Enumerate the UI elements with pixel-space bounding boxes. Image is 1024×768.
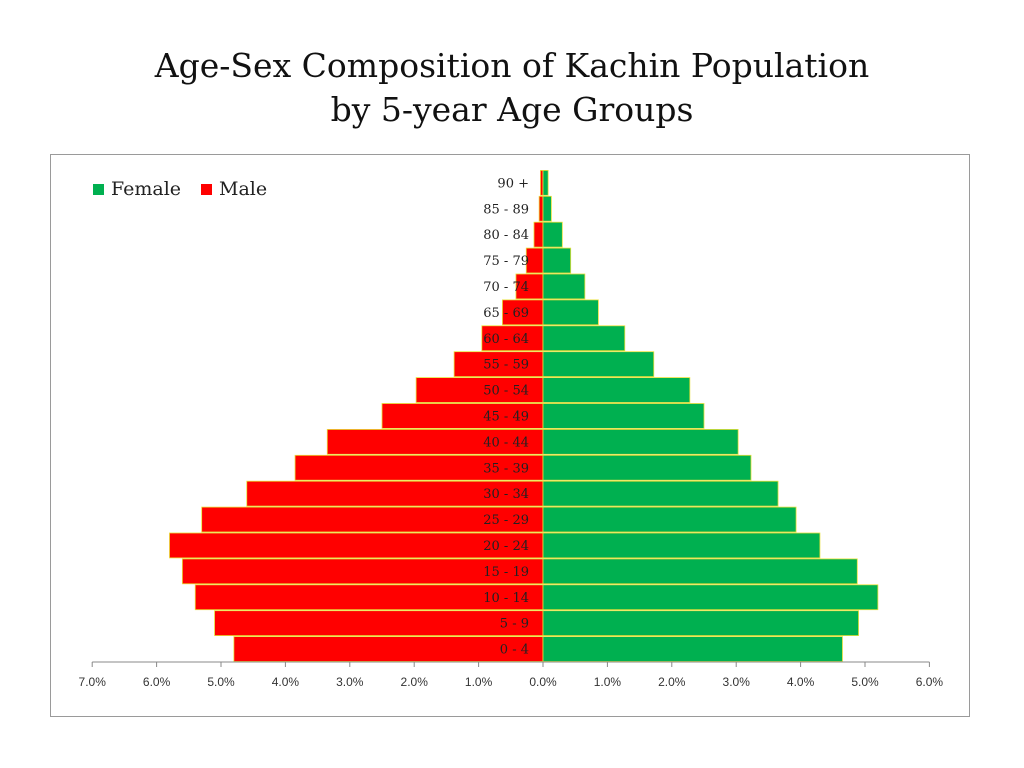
bar-male-60-64	[481, 325, 544, 352]
age-label: 20 - 24	[483, 539, 529, 554]
age-label: 30 - 34	[483, 487, 529, 502]
bar-male-55-59	[453, 351, 544, 378]
age-label: 15 - 19	[483, 565, 529, 580]
chart-title: Age-Sex Composition of Kachin Population…	[0, 44, 1024, 132]
bar-female-5-9	[542, 610, 859, 637]
bar-female-60-64	[542, 325, 626, 352]
bar-female-50-54	[542, 377, 691, 403]
x-tick-label: 0.0%	[529, 675, 557, 689]
bar-male-0-4	[233, 636, 544, 662]
bar-female-45-49	[542, 403, 705, 429]
bars-group	[169, 169, 879, 662]
age-label: 40 - 44	[483, 435, 529, 450]
bar-female-90plus	[542, 169, 549, 196]
age-label: 65 - 69	[483, 306, 529, 321]
age-label: 75 - 79	[483, 254, 529, 269]
age-label: 45 - 49	[483, 409, 529, 424]
age-label: 25 - 29	[483, 513, 529, 528]
bar-male-15-19	[181, 558, 544, 585]
legend-label-male: Male	[219, 178, 267, 200]
bar-female-55-59	[542, 351, 655, 378]
bar-male-5-9	[214, 610, 544, 637]
x-tick-label: 3.0%	[336, 675, 364, 689]
chart-title-line-2: by 5-year Age Groups	[330, 90, 694, 129]
x-tick-label: 5.0%	[207, 675, 235, 689]
age-label: 70 - 74	[483, 280, 529, 295]
x-axis: 7.0% 6.0% 5.0% 4.0% 3.0% 2.0% 1.0% 0.0% 1.0% 2.0%…	[79, 661, 944, 689]
age-label: 5 - 9	[500, 617, 529, 632]
bar-female-10-14	[542, 584, 879, 611]
age-label: 90 +	[497, 176, 529, 191]
bar-female-80-84	[542, 221, 563, 248]
bar-female-85-89	[542, 195, 552, 222]
bar-male-25-29	[201, 506, 544, 533]
x-tick-label: 6.0%	[916, 675, 944, 689]
bar-female-70-74	[542, 273, 586, 300]
age-group-labels: 0 - 4 5 - 9 10 - 14 15 - 19 20 - 24 25 - 29 30…	[483, 176, 529, 657]
bar-male-10-14	[194, 584, 544, 611]
bar-female-20-24	[542, 532, 821, 559]
bar-male-65-69	[502, 299, 544, 326]
x-tick-label: 1.0%	[465, 675, 493, 689]
x-tick-label: 7.0%	[79, 675, 107, 689]
chart-title-line-1: Age-Sex Composition of Kachin Population	[154, 46, 870, 85]
age-label: 35 - 39	[483, 461, 529, 476]
legend-label-female: Female	[111, 178, 181, 200]
age-label: 85 - 89	[483, 202, 529, 217]
bar-male-80-84	[533, 221, 544, 248]
age-label: 50 - 54	[483, 384, 529, 399]
bar-female-0-4	[542, 636, 843, 662]
x-tick-label: 4.0%	[272, 675, 300, 689]
bar-male-70-74	[515, 273, 544, 300]
bar-male-30-34	[246, 480, 544, 507]
bar-female-30-34	[542, 480, 779, 507]
bar-male-85-89	[538, 195, 544, 222]
x-tick-label: 2.0%	[658, 675, 686, 689]
bar-female-25-29	[542, 506, 797, 533]
bar-male-40-44	[326, 428, 544, 455]
x-tick-label: 2.0%	[401, 675, 429, 689]
bar-male-20-24	[169, 532, 544, 559]
x-tick-label: 5.0%	[851, 675, 879, 689]
age-label: 60 - 64	[483, 332, 529, 347]
age-label: 10 - 14	[483, 591, 529, 606]
legend-swatch-female	[93, 184, 104, 195]
age-label: 55 - 59	[483, 358, 529, 373]
x-tick-label: 6.0%	[143, 675, 171, 689]
legend: Female Male	[93, 178, 267, 200]
bar-female-65-69	[542, 299, 599, 326]
bar-female-40-44	[542, 428, 739, 455]
x-tick-label: 4.0%	[787, 675, 815, 689]
age-label: 80 - 84	[483, 228, 529, 243]
x-tick-label: 1.0%	[594, 675, 622, 689]
x-tick-label: 3.0%	[723, 675, 751, 689]
age-label: 0 - 4	[500, 643, 529, 658]
bar-female-15-19	[542, 558, 858, 585]
bar-female-75-79	[542, 247, 572, 274]
bar-female-35-39	[542, 454, 752, 481]
legend-swatch-male	[201, 184, 212, 195]
